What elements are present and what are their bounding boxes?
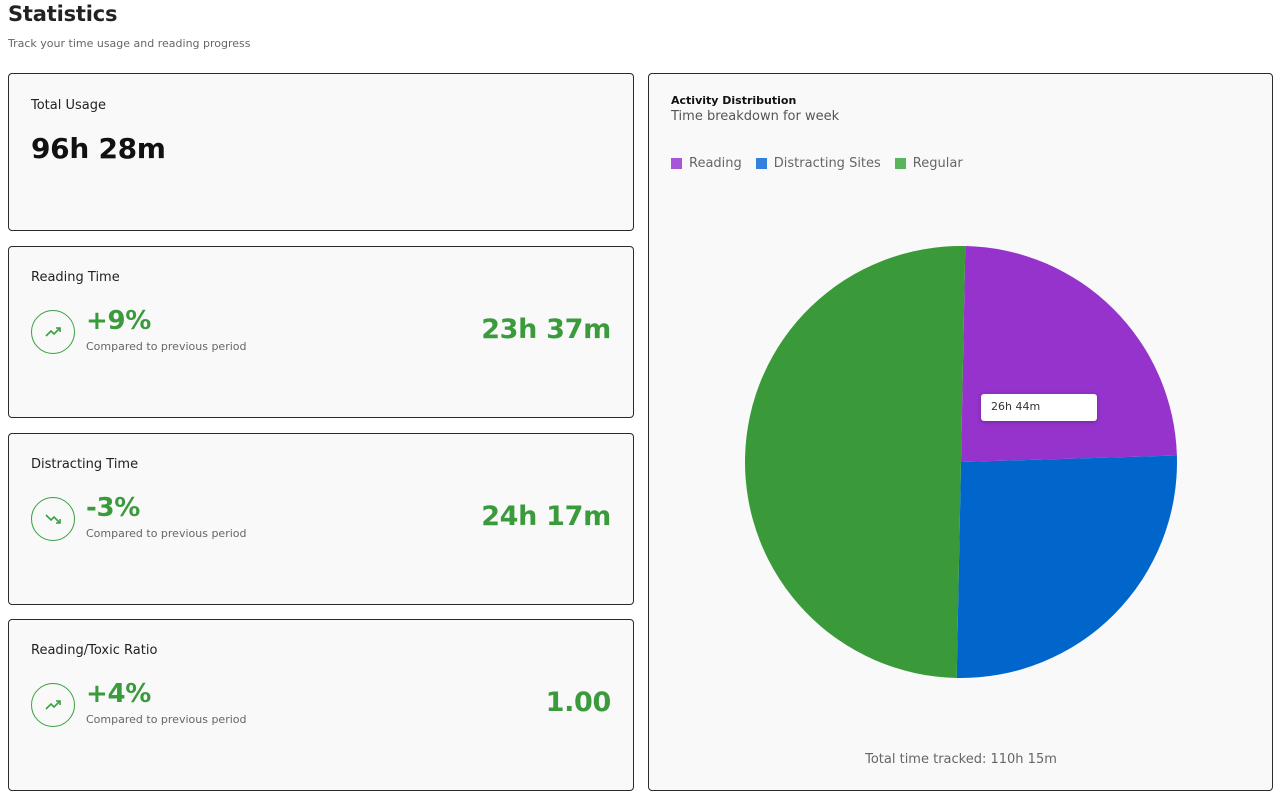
card-title: Distracting Time — [31, 457, 139, 472]
compare-text: Compared to previous period — [86, 340, 247, 353]
ratio-value: 1.00 — [545, 687, 612, 718]
legend-label: Regular — [912, 156, 963, 171]
pie-slice-reading[interactable] — [961, 246, 1177, 462]
pie-slice-regular[interactable] — [745, 245, 966, 678]
legend-label: Distracting Sites — [773, 156, 881, 171]
chart-tooltip: 26h 44m — [981, 394, 1097, 421]
compare-text: Compared to previous period — [86, 713, 247, 726]
page-title: Statistics — [8, 2, 118, 26]
legend-swatch — [755, 158, 767, 169]
pie-chart — [745, 245, 1177, 678]
legend-label: Reading — [689, 156, 742, 171]
reading-time-card: Reading Time +9% Compared to previous pe… — [8, 246, 634, 418]
reading-time-value: 23h 37m — [481, 314, 611, 345]
compare-text: Compared to previous period — [86, 527, 247, 540]
ratio-card: Reading/Toxic Ratio +4% Compared to prev… — [8, 619, 634, 791]
trending-up-icon — [31, 683, 75, 727]
legend-swatch — [671, 158, 682, 169]
trending-down-icon — [31, 497, 75, 541]
chart-title: Activity Distribution — [671, 94, 797, 107]
legend-item-distracting[interactable]: Distracting Sites — [755, 156, 881, 171]
card-title: Reading/Toxic Ratio — [31, 643, 158, 658]
total-tracked-text: Total time tracked: 110h 15m — [865, 752, 1057, 767]
reading-change-pct: +9% — [86, 306, 152, 336]
distracting-change-pct: -3% — [86, 493, 141, 523]
total-usage-value: 96h 28m — [31, 132, 166, 165]
chart-subtitle: Time breakdown for week — [671, 109, 840, 124]
pie-slice-distracting[interactable] — [956, 455, 1177, 678]
total-usage-card: Total Usage 96h 28m — [8, 73, 634, 231]
trending-up-icon — [31, 310, 75, 354]
card-title: Total Usage — [31, 98, 106, 113]
distracting-time-card: Distracting Time -3% Compared to previou… — [8, 433, 634, 605]
legend-swatch — [894, 158, 906, 169]
legend-item-regular[interactable]: Regular — [894, 156, 963, 171]
distracting-time-value: 24h 17m — [481, 501, 611, 532]
chart-legend: Reading Distracting Sites Regular — [671, 156, 963, 171]
page-subtitle: Track your time usage and reading progre… — [8, 37, 251, 50]
card-title: Reading Time — [31, 270, 120, 285]
activity-distribution-card: Activity Distribution Time breakdown for… — [648, 73, 1273, 791]
ratio-change-pct: +4% — [86, 679, 152, 709]
legend-item-reading[interactable]: Reading — [671, 156, 742, 171]
